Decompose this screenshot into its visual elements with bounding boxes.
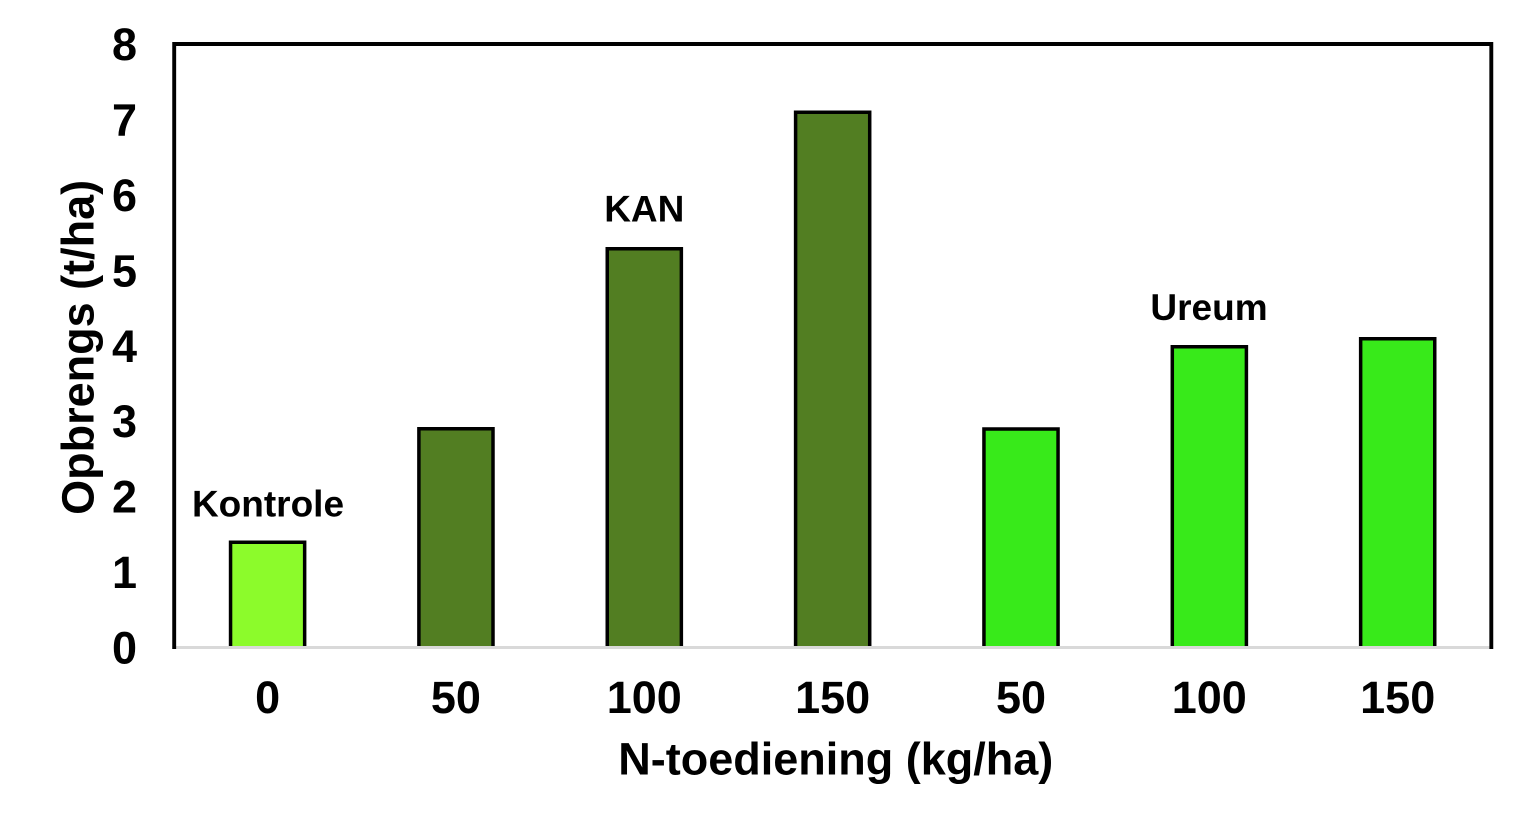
svg-text:1: 1 bbox=[112, 547, 137, 598]
svg-text:0: 0 bbox=[112, 623, 137, 674]
svg-text:Ureum: Ureum bbox=[1150, 287, 1267, 328]
svg-text:2: 2 bbox=[112, 472, 137, 523]
svg-text:50: 50 bbox=[996, 672, 1046, 723]
svg-text:KAN: KAN bbox=[604, 189, 684, 230]
svg-text:150: 150 bbox=[795, 672, 870, 723]
svg-text:150: 150 bbox=[1360, 672, 1435, 723]
svg-text:7: 7 bbox=[112, 94, 137, 145]
svg-text:100: 100 bbox=[607, 672, 682, 723]
svg-text:50: 50 bbox=[431, 672, 481, 723]
svg-text:3: 3 bbox=[112, 396, 137, 447]
svg-text:Opbrengs (t/ha): Opbrengs (t/ha) bbox=[53, 180, 104, 515]
svg-text:8: 8 bbox=[112, 19, 137, 70]
svg-text:6: 6 bbox=[112, 170, 137, 221]
svg-text:0: 0 bbox=[255, 672, 280, 723]
svg-text:5: 5 bbox=[112, 245, 137, 296]
svg-text:4: 4 bbox=[112, 321, 137, 372]
svg-text:100: 100 bbox=[1172, 672, 1247, 723]
svg-text:Kontrole: Kontrole bbox=[192, 484, 344, 525]
svg-text:N-toediening (kg/ha): N-toediening (kg/ha) bbox=[618, 734, 1053, 785]
